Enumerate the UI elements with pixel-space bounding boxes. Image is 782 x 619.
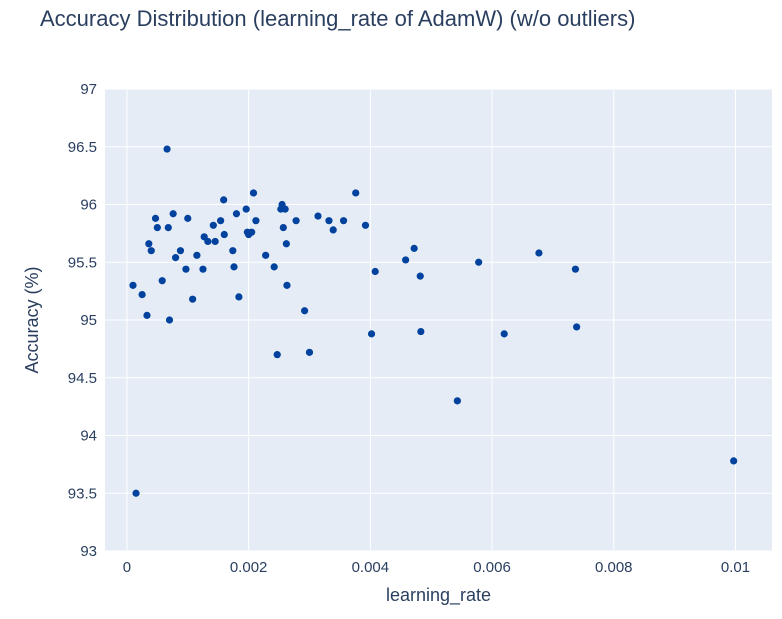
x-tick-label: 0.004 — [352, 559, 390, 576]
data-point[interactable] — [129, 281, 137, 289]
data-point[interactable] — [230, 263, 238, 271]
x-axis-ticks: 0 0.002 0.004 0.006 0.008 0.01 — [123, 559, 750, 576]
data-point[interactable] — [204, 237, 212, 246]
data-point[interactable] — [165, 316, 174, 324]
data-point[interactable] — [352, 189, 360, 197]
x-tick-label: 0.006 — [473, 559, 511, 576]
data-point[interactable] — [193, 251, 201, 259]
data-point[interactable] — [143, 311, 151, 319]
data-point[interactable] — [171, 254, 180, 262]
data-point[interactable] — [402, 256, 410, 264]
data-point[interactable] — [273, 351, 281, 359]
data-point[interactable] — [282, 240, 290, 248]
data-point[interactable] — [500, 330, 508, 338]
data-point[interactable] — [270, 263, 278, 271]
grid-lines — [105, 88, 772, 552]
data-point[interactable] — [249, 189, 258, 197]
data-point[interactable] — [138, 290, 146, 299]
data-point[interactable] — [262, 251, 270, 259]
data-point[interactable] — [229, 247, 237, 255]
data-point[interactable] — [169, 210, 177, 218]
data-point[interactable] — [211, 237, 219, 246]
y-axis-ticks: 93 93.5 94 94.5 95 95.5 96 96.5 97 — [68, 81, 97, 560]
data-point[interactable] — [132, 489, 140, 497]
data-point[interactable] — [410, 244, 418, 252]
data-point[interactable] — [417, 327, 425, 336]
y-tick-label: 94 — [80, 428, 97, 445]
data-points — [129, 145, 738, 497]
x-axis-label: learning_rate — [386, 585, 491, 606]
data-point[interactable] — [163, 145, 171, 153]
data-point[interactable] — [339, 217, 348, 225]
data-point[interactable] — [248, 228, 256, 236]
x-tick-label: 0.01 — [721, 559, 750, 576]
data-point[interactable] — [217, 217, 225, 225]
x-tick-label: 0 — [123, 559, 131, 576]
x-tick-label: 0.002 — [230, 559, 268, 576]
data-point[interactable] — [416, 272, 424, 280]
x-tick-label: 0.008 — [595, 559, 633, 576]
data-point[interactable] — [573, 323, 581, 331]
data-point[interactable] — [145, 240, 153, 248]
y-tick-label: 95.5 — [68, 254, 97, 271]
data-point[interactable] — [182, 265, 190, 273]
data-point[interactable] — [371, 267, 379, 276]
data-point[interactable] — [475, 258, 483, 266]
data-point[interactable] — [158, 277, 166, 285]
data-point[interactable] — [453, 397, 461, 405]
data-point[interactable] — [189, 295, 197, 303]
data-point[interactable] — [232, 210, 241, 218]
y-tick-label: 96 — [80, 197, 97, 214]
data-point[interactable] — [220, 230, 228, 239]
y-tick-label: 96.5 — [68, 139, 97, 156]
y-axis-label: Accuracy (%) — [22, 266, 42, 373]
data-point[interactable] — [151, 214, 160, 222]
y-tick-label: 94.5 — [68, 370, 97, 387]
data-point[interactable] — [220, 196, 228, 204]
y-tick-label: 93.5 — [68, 485, 97, 502]
data-point[interactable] — [535, 249, 543, 257]
data-point[interactable] — [367, 330, 376, 338]
data-point[interactable] — [184, 214, 192, 222]
data-point[interactable] — [283, 281, 291, 289]
data-point[interactable] — [314, 212, 322, 220]
data-point[interactable] — [329, 226, 337, 234]
data-point[interactable] — [153, 224, 161, 232]
data-point[interactable] — [279, 224, 287, 232]
y-tick-label: 95 — [80, 312, 97, 329]
data-point[interactable] — [305, 348, 314, 356]
data-point[interactable] — [252, 217, 260, 225]
data-point[interactable] — [235, 293, 243, 301]
data-point[interactable] — [147, 247, 155, 255]
data-point[interactable] — [176, 247, 185, 255]
data-point[interactable] — [242, 205, 250, 213]
y-tick-label: 93 — [80, 543, 97, 560]
data-point[interactable] — [301, 307, 309, 315]
data-point[interactable] — [571, 265, 580, 273]
data-point[interactable] — [199, 265, 207, 273]
data-point[interactable] — [325, 217, 333, 225]
chart-title: Accuracy Distribution (learning_rate of … — [40, 6, 636, 31]
y-tick-label: 97 — [80, 81, 97, 98]
data-point[interactable] — [361, 221, 370, 229]
data-point[interactable] — [281, 205, 289, 213]
data-point[interactable] — [209, 221, 217, 229]
data-point[interactable] — [292, 217, 300, 225]
data-point[interactable] — [164, 224, 172, 232]
data-point[interactable] — [730, 457, 738, 465]
